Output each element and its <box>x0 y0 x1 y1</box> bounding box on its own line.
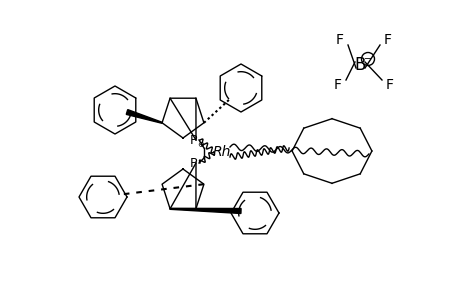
Text: Rh: Rh <box>213 145 231 159</box>
Polygon shape <box>126 110 162 123</box>
Text: F: F <box>385 78 393 92</box>
Text: B: B <box>353 56 365 74</box>
Text: F: F <box>335 33 343 47</box>
Polygon shape <box>170 208 241 214</box>
Text: P: P <box>190 134 197 146</box>
Text: P: P <box>190 157 197 169</box>
Text: F: F <box>383 33 391 47</box>
Text: ⊕: ⊕ <box>197 140 204 148</box>
Text: F: F <box>333 78 341 92</box>
Text: −: − <box>363 54 371 64</box>
